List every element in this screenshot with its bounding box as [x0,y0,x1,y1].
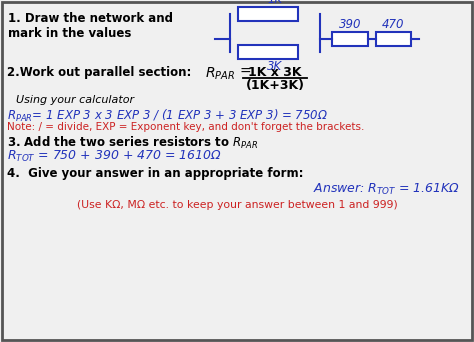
Text: 3K: 3K [267,60,283,73]
Text: (Use KΩ, MΩ etc. to keep your answer between 1 and 999): (Use KΩ, MΩ etc. to keep your answer bet… [77,200,397,210]
Bar [238,45,298,59]
Text: Answer: $R_{TOT}$ = 1.61KΩ: Answer: $R_{TOT}$ = 1.61KΩ [313,182,460,197]
Text: 2.Work out parallel section:: 2.Work out parallel section: [7,66,191,79]
Text: $R_{PAR}$: $R_{PAR}$ [205,66,235,82]
Bar [332,32,368,46]
Bar [376,32,411,46]
Text: $R_{PAR}$= 1 EXP 3 x 3 EXP 3 / (1 EXP 3 + 3 EXP 3) = 750Ω: $R_{PAR}$= 1 EXP 3 x 3 EXP 3 / (1 EXP 3 … [7,108,328,124]
Bar [238,7,298,21]
Text: 1K: 1K [267,0,283,6]
Text: 4.  Give your answer in an appropriate form:: 4. Give your answer in an appropriate fo… [7,167,303,180]
Text: $R_{TOT}$ = 750 + 390 + 470 = 1610Ω: $R_{TOT}$ = 750 + 390 + 470 = 1610Ω [7,149,222,164]
Text: =: = [240,65,252,79]
Text: mark in the values: mark in the values [8,27,131,40]
Text: 390: 390 [339,18,361,31]
Text: 1K x 3K: 1K x 3K [248,66,302,79]
Text: 470: 470 [382,18,405,31]
Text: (1K+3K): (1K+3K) [246,79,304,92]
Text: Using your calculator: Using your calculator [16,95,134,105]
Text: 1. Draw the network and: 1. Draw the network and [8,12,173,25]
Text: 3. Add the two series resistors to $R_{PAR}$: 3. Add the two series resistors to $R_{P… [7,135,258,151]
Text: Note: / = divide, EXP = Exponent key, and don't forget the brackets.: Note: / = divide, EXP = Exponent key, an… [7,122,365,132]
